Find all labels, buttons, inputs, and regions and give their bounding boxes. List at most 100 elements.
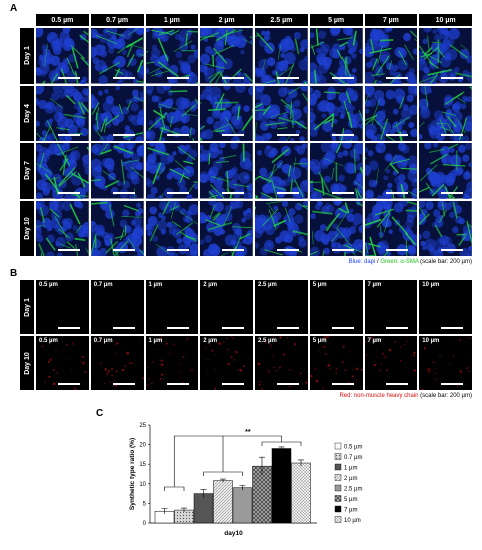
fluorescence-texture: [90, 28, 144, 84]
scale-bar: [386, 76, 409, 79]
scale-bar: [112, 191, 135, 194]
row-label-text: Day 10: [23, 351, 31, 375]
fluorescence-texture: [364, 85, 418, 141]
y-tick-label: 15: [139, 462, 146, 468]
red-signal-texture: [420, 337, 472, 390]
legend-label: 0.5 µm: [344, 445, 362, 451]
scale-bar: [167, 191, 190, 194]
y-tick-label: 0: [143, 521, 147, 527]
fluorescence-texture: [90, 85, 144, 141]
fluorescence-image: 1 µm: [145, 280, 199, 334]
fluorescence-image: [419, 143, 472, 199]
bar: [271, 448, 292, 524]
scale-bar: [222, 134, 244, 136]
fluorescence-image: 5 µm: [309, 280, 363, 334]
scale-bar: [441, 327, 463, 329]
image-label: 2 µm: [203, 338, 218, 344]
panel-a-letter: A: [10, 3, 18, 14]
image-label: 0.7 µm: [93, 338, 113, 344]
scale-bar: [331, 134, 354, 136]
fluorescence-image: 0.5 µm: [36, 336, 89, 390]
column-header: 0.5 µm: [36, 14, 89, 26]
scale-bar: [276, 249, 299, 251]
fluorescence-image: [36, 143, 89, 199]
fluorescence-texture: [255, 85, 308, 141]
fluorescence-image: [309, 200, 363, 256]
fluorescence-image: [90, 143, 144, 199]
fluorescence-image: [200, 28, 253, 84]
fluorescence-texture: [36, 200, 89, 256]
row-label: Day 4: [20, 85, 34, 141]
image-label: 5 µm: [312, 338, 327, 344]
fluorescence-image: 2 µm: [200, 280, 253, 334]
panel-c-letter: C: [96, 408, 104, 419]
fluorescence-image: [36, 200, 89, 256]
bracket-group-large: [261, 441, 302, 446]
error-bar: [181, 507, 187, 513]
fluorescence-texture: [200, 85, 253, 141]
row-label-text: Day 4: [23, 103, 31, 123]
grid-a-corner: [20, 14, 34, 26]
scale-bar: [112, 327, 135, 329]
scale-bar: [276, 191, 299, 194]
red-signal-texture: [257, 336, 308, 390]
scale-bar: [112, 383, 135, 385]
scale-bar: [112, 76, 135, 79]
fluorescence-texture: [90, 143, 144, 199]
fluorescence-texture: [309, 200, 363, 256]
fluorescence-texture: [419, 85, 472, 141]
fluorescence-texture: [36, 85, 89, 141]
fluorescence-image: [309, 143, 363, 199]
significance-bracket: [173, 435, 282, 487]
fluorescence-texture: [419, 200, 472, 256]
caption-red: Red: non-muscle heavy chain: [339, 393, 419, 399]
row-label: Day 10: [20, 200, 34, 256]
fluorescence-image: [364, 28, 418, 84]
column-header: 5 µm: [309, 14, 363, 26]
image-label: 1 µm: [148, 338, 163, 344]
fluorescence-image: [200, 85, 253, 141]
x-tick-label: day10: [224, 530, 243, 537]
scale-bar: [112, 249, 135, 251]
legend-swatch: [334, 484, 342, 492]
fluorescence-image: [419, 28, 472, 84]
error-bar: [298, 459, 304, 467]
caption-scale-a: (scale bar: 200 µm): [418, 259, 472, 265]
fluorescence-texture: [364, 143, 418, 199]
fluorescence-texture: [200, 143, 253, 199]
legend-label: 10 µm: [344, 518, 361, 524]
y-tick-label: 20: [139, 443, 146, 449]
scale-bar: [167, 76, 190, 79]
column-header: 2.5 µm: [255, 14, 308, 26]
fluorescence-image: [364, 143, 418, 199]
scale-bar: [386, 249, 409, 251]
error-bar: [259, 456, 265, 476]
image-label: 2.5 µm: [258, 282, 277, 288]
fluorescence-texture: [36, 28, 89, 84]
image-label: 0.5 µm: [39, 338, 58, 344]
y-tick-label: 25: [139, 423, 146, 429]
fluorescence-texture: [145, 28, 199, 84]
fluorescence-image: [145, 143, 199, 199]
fluorescence-image: 0.7 µm: [90, 280, 144, 334]
scale-bar: [222, 327, 244, 329]
fluorescence-image: [255, 85, 308, 141]
scale-bar: [441, 76, 463, 79]
fluorescence-image: [90, 85, 144, 141]
scale-bar: [276, 327, 299, 329]
row-label-text: Day 10: [23, 216, 31, 240]
red-signal-texture: [98, 337, 144, 388]
row-label: Day 7: [20, 143, 34, 199]
image-label: 2 µm: [203, 282, 218, 288]
legend-swatch: [334, 442, 342, 450]
fluorescence-image: [255, 200, 308, 256]
fluorescence-image: 0.5 µm: [36, 280, 89, 334]
fluorescence-image: [255, 28, 308, 84]
row-label: Day 10: [20, 336, 34, 390]
legend-swatch: [334, 516, 342, 523]
error-bar: [278, 446, 285, 451]
fluorescence-image: 10 µm: [419, 336, 472, 390]
legend-label: 7 µm: [344, 508, 357, 514]
row-label: Day 1: [20, 28, 34, 84]
fluorescence-texture: [200, 28, 253, 84]
